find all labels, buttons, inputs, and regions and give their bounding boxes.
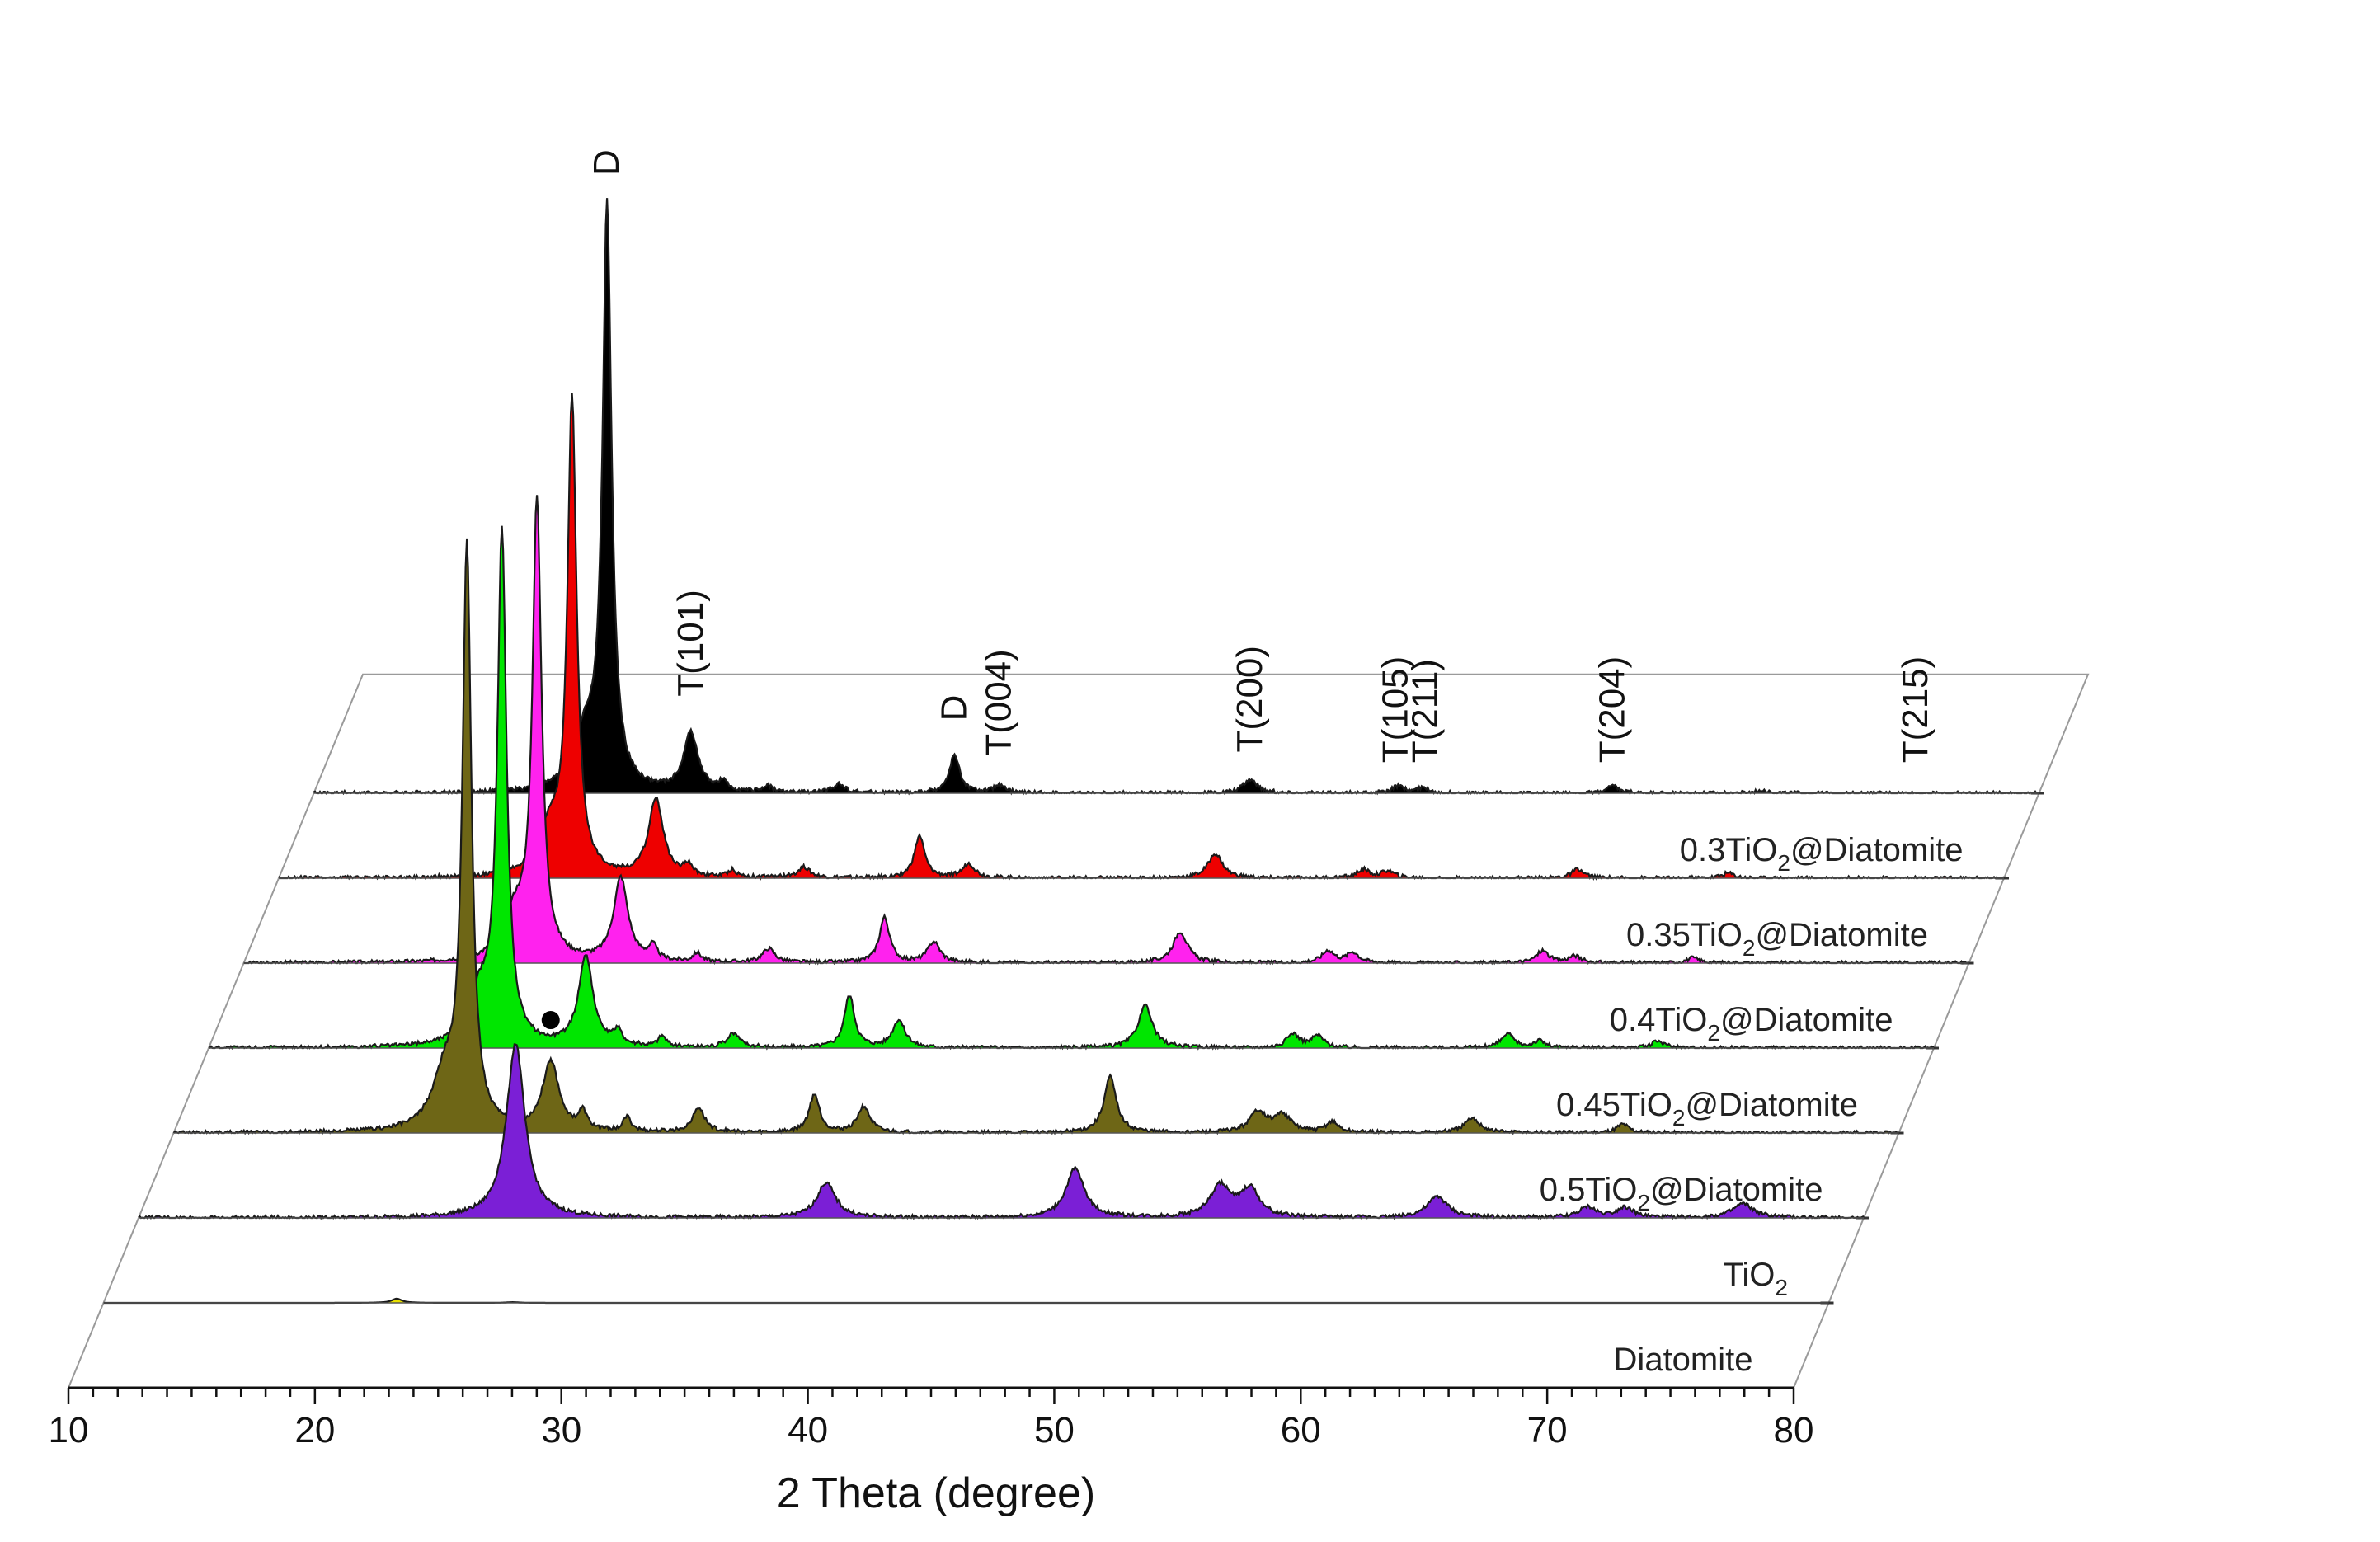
series-label: Diatomite	[1614, 1342, 1753, 1378]
series-label-sub: 2	[1672, 1105, 1686, 1131]
series-label: 0.35TiO2@Diatomite	[1626, 917, 1928, 961]
series-label: TiO2	[1723, 1257, 1788, 1300]
peak-label: D	[586, 149, 627, 176]
series-label-sub: 2	[1743, 935, 1756, 961]
series-0.5TiO2@Diatomite: 0.5TiO2@Diatomite	[172, 538, 1899, 1215]
series-label-main: 0.35TiO	[1626, 917, 1743, 953]
series-label-tail: @Diatomite	[1755, 917, 1928, 953]
series-label-tail: @Diatomite	[1650, 1172, 1823, 1208]
floor-outline	[68, 673, 2090, 1389]
series-label: 0.4TiO2@Diatomite	[1610, 1002, 1893, 1046]
series-0.45TiO2@Diatomite: 0.45TiO2@Diatomite	[208, 525, 1935, 1131]
series-label-main: Diatomite	[1614, 1342, 1753, 1378]
peak-label: T(004)	[978, 649, 1018, 756]
series-label: 0.3TiO2@Diatomite	[1680, 832, 1964, 876]
x-tick-label: 80	[1774, 1410, 1814, 1450]
series-TiO2: TiO2	[138, 1043, 1865, 1300]
peak-label: D	[934, 695, 975, 722]
peak-label: T(101)	[670, 590, 711, 697]
x-tick-label: 30	[541, 1410, 581, 1450]
x-tick-label: 40	[788, 1410, 828, 1450]
series-label-tail: @Diatomite	[1720, 1002, 1893, 1038]
series-label-sub: 2	[1707, 1020, 1720, 1046]
series-label-sub: 2	[1777, 850, 1790, 876]
peak-label: T(215)	[1895, 656, 1936, 764]
series-label-tail: @Diatomite	[1790, 832, 1964, 868]
series-line	[138, 1043, 1865, 1220]
series-label-main: TiO	[1723, 1257, 1775, 1293]
x-axis: 10 20 30 40 50 60 70 80	[49, 1386, 1814, 1450]
peak-label: T(105)	[1375, 656, 1415, 764]
series-label-sub: 2	[1637, 1190, 1650, 1215]
series-line	[103, 1297, 1829, 1305]
series-label: 0.45TiO2@Diatomite	[1556, 1087, 1858, 1131]
dot-marker	[541, 1011, 560, 1030]
series-label-tail: @Diatomite	[1685, 1087, 1858, 1123]
series-label-main: 0.5TiO	[1540, 1172, 1638, 1208]
peak-label: T(200)	[1230, 646, 1270, 753]
x-tick-label: 60	[1281, 1410, 1321, 1450]
series-0.3TiO2@Diatomite: 0.3TiO2@Diatomite	[313, 198, 2039, 876]
peak-label: T(211)	[1404, 659, 1445, 763]
x-tick-label: 70	[1527, 1410, 1568, 1450]
series-label-sub: 2	[1775, 1275, 1788, 1300]
series-label-main: 0.3TiO	[1680, 832, 1778, 868]
series-label-main: 0.45TiO	[1556, 1087, 1672, 1123]
series-label: 0.5TiO2@Diatomite	[1540, 1172, 1823, 1215]
series-0.35TiO2@Diatomite: 0.35TiO2@Diatomite	[278, 393, 2005, 961]
series-Diatomite: Diatomite	[103, 1297, 1829, 1378]
series-label-main: 0.4TiO	[1610, 1002, 1708, 1038]
peak-label: T(204)	[1592, 656, 1632, 764]
x-tick-label: 10	[49, 1410, 89, 1450]
x-tick-label: 50	[1034, 1410, 1075, 1450]
x-tick-label: 20	[294, 1410, 335, 1450]
series-0.4TiO2@Diatomite: 0.4TiO2@Diatomite	[243, 495, 1969, 1046]
series-line	[172, 538, 1899, 1135]
x-axis-title: 2 Theta (degree)	[777, 1469, 1095, 1517]
series-layer: 0.3TiO2@Diatomite0.35TiO2@Diatomite0.4Ti…	[103, 198, 2039, 1378]
annotation-layer: DT(101)D T(004) T(200) T(105)T(211) T(204) T(…	[541, 149, 1936, 1030]
